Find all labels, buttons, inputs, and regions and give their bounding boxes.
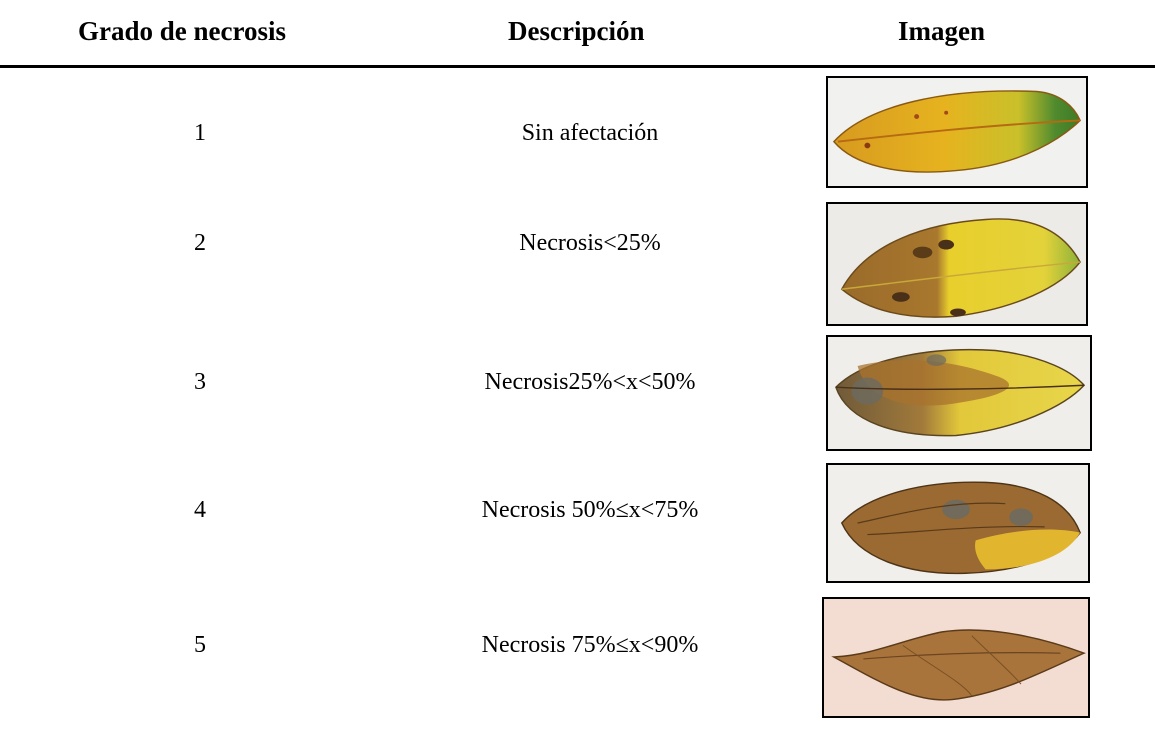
leaf-image-necrosis-2: [826, 202, 1088, 326]
leaf-image-necrosis-5: [822, 597, 1090, 718]
description-value: Necrosis 50%≤x<75%: [481, 497, 699, 523]
grade-value: 1: [194, 120, 206, 146]
leaf-image-necrosis-3: [826, 335, 1092, 451]
grade-value: 2: [194, 230, 206, 256]
header-rule: [0, 65, 1155, 68]
description-value: Necrosis 75%≤x<90%: [481, 632, 699, 658]
description-value: Necrosis25%<x<50%: [484, 369, 696, 395]
leaf-image-necrosis-4: [826, 463, 1090, 583]
grade-value: 4: [194, 497, 206, 523]
header-image: Imagen: [898, 16, 985, 46]
header-grade: Grado de necrosis: [78, 16, 286, 46]
header-description: Descripción: [508, 16, 645, 46]
grade-value: 5: [194, 632, 206, 658]
grade-value: 3: [194, 369, 206, 395]
description-value: Sin afectación: [521, 120, 659, 146]
description-value: Necrosis<25%: [519, 230, 661, 256]
leaf-image-healthy: [826, 76, 1088, 188]
